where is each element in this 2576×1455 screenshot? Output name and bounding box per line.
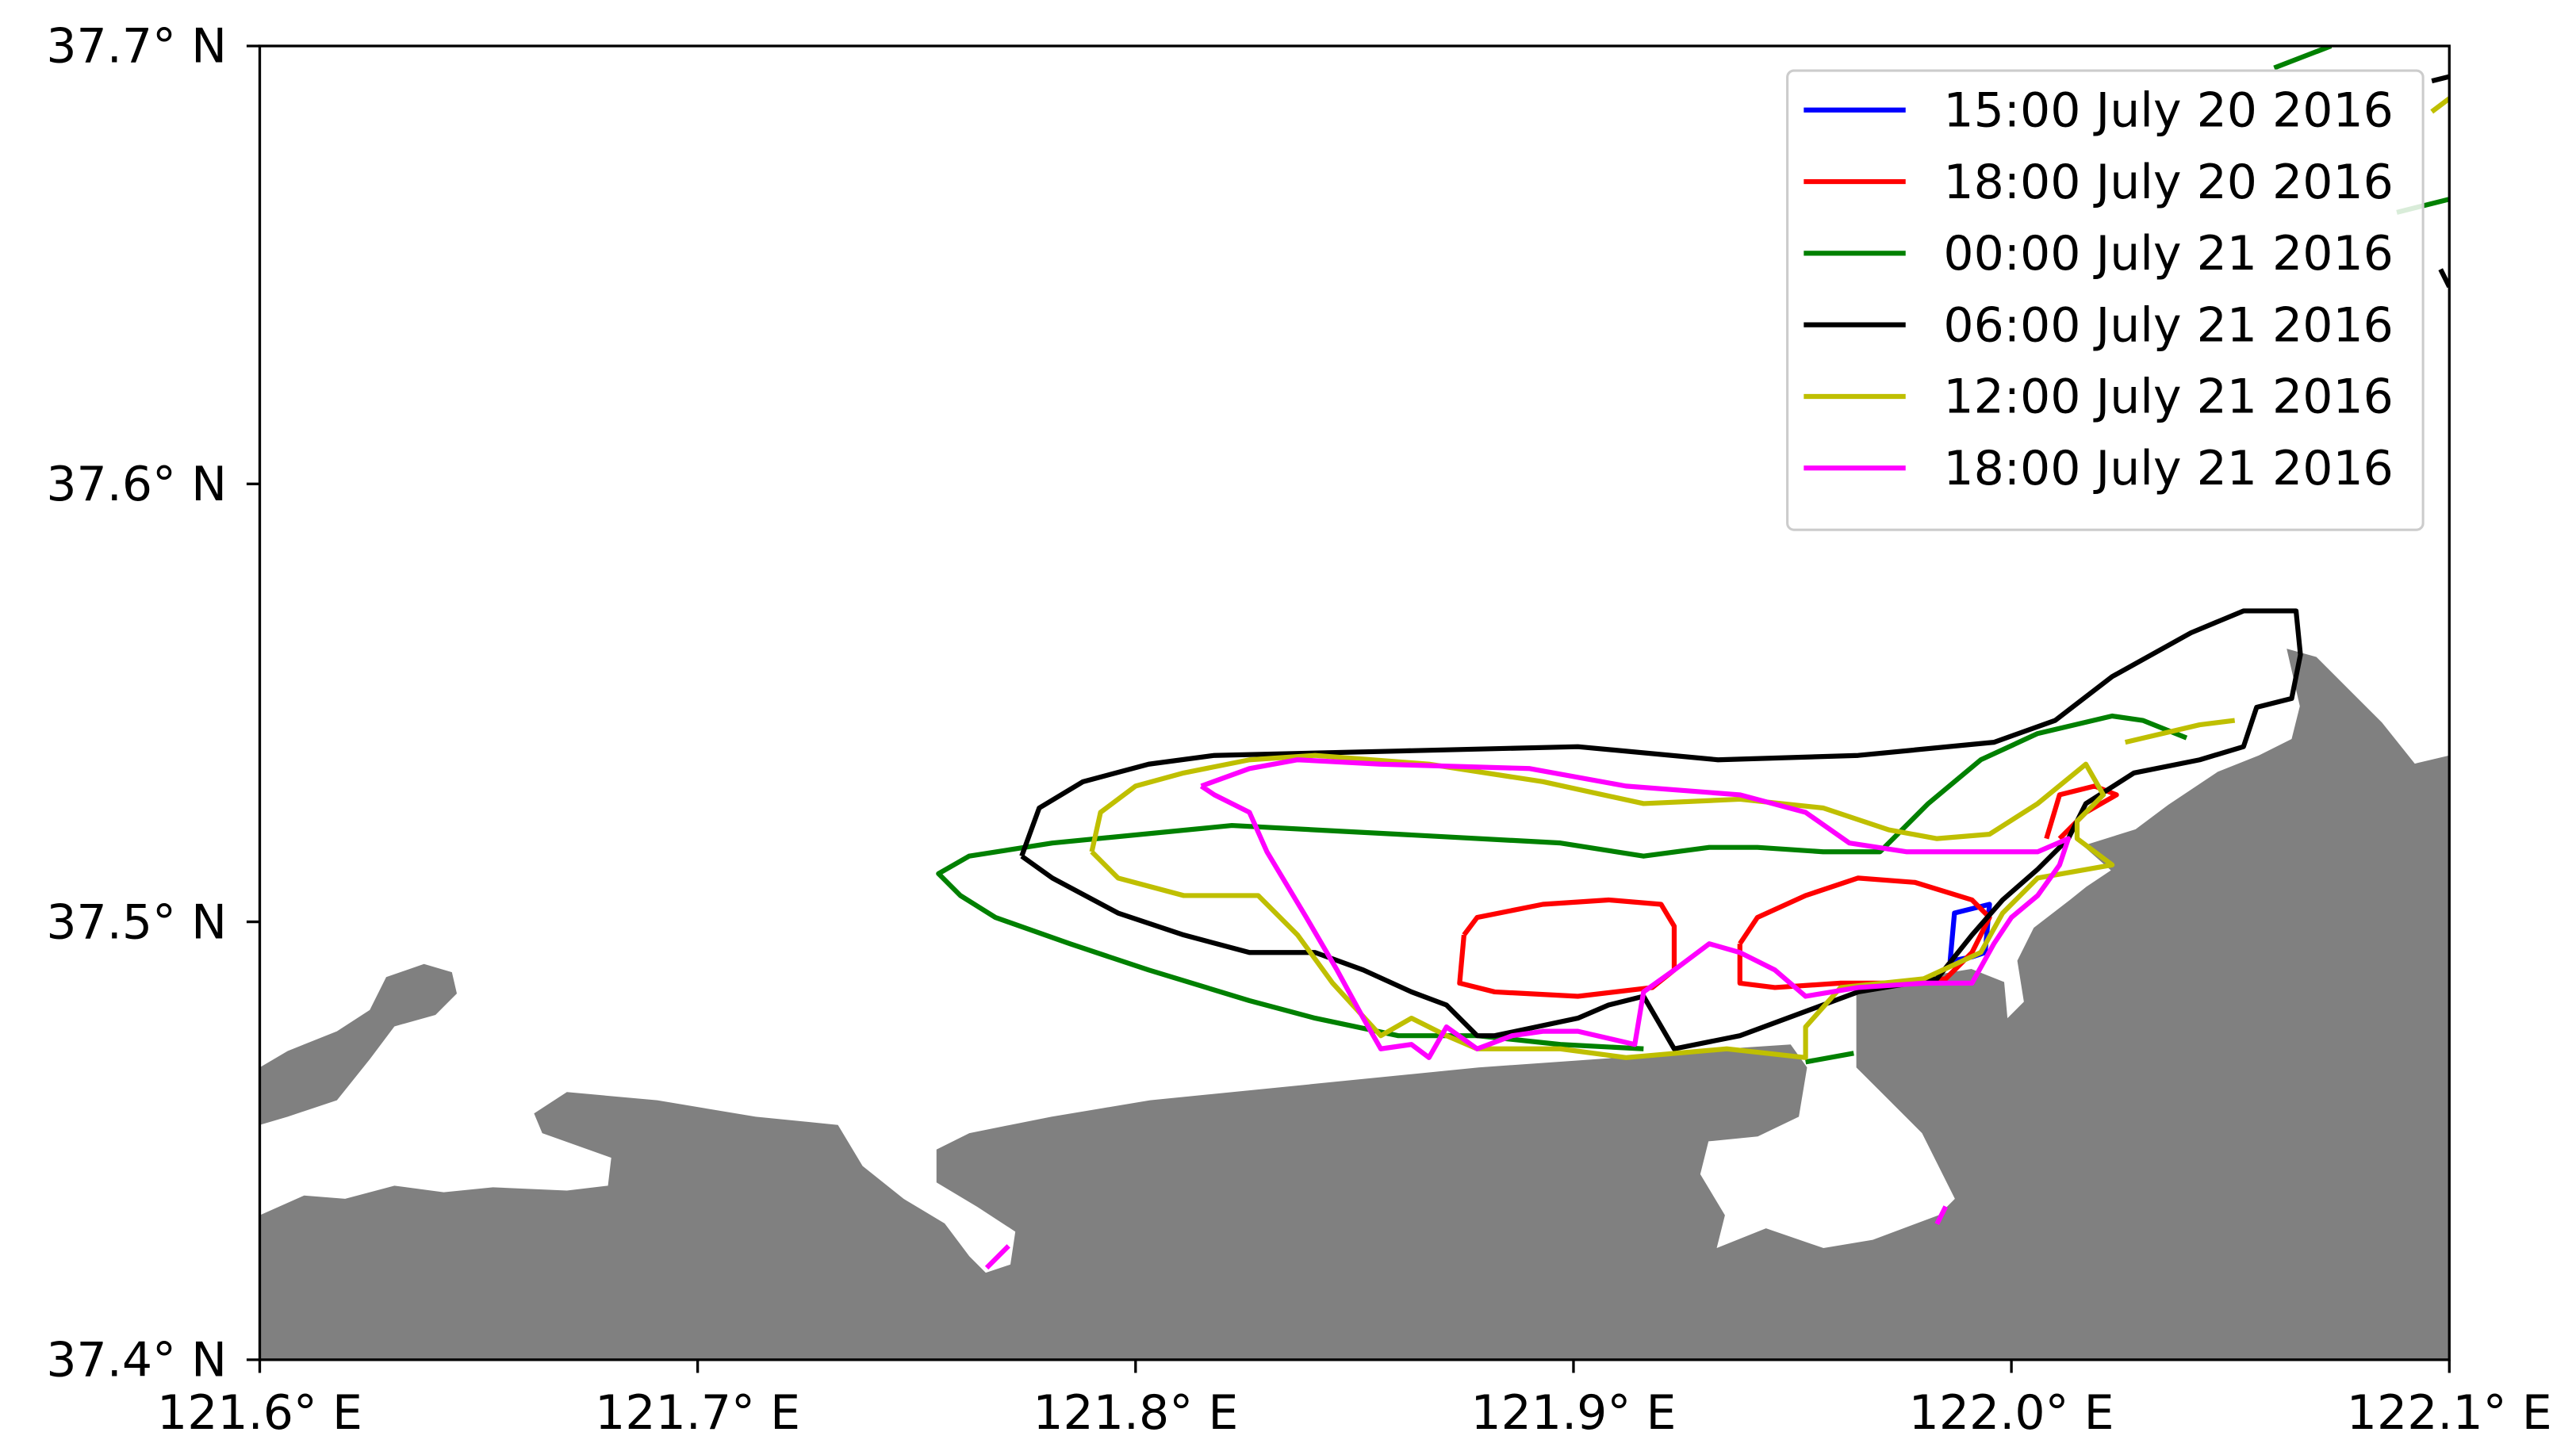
land <box>259 649 2450 1360</box>
legend-label: 06:00 July 21 2016 <box>1943 297 2394 353</box>
contour-line <box>936 45 2450 1065</box>
contour-line <box>1089 96 2450 1060</box>
x-tick-label: 121.7° E <box>595 1385 800 1441</box>
legend-label: 18:00 July 20 2016 <box>1943 155 2394 210</box>
land-island <box>259 963 458 1125</box>
legend-label: 18:00 July 21 2016 <box>1943 441 2394 496</box>
x-tick-label: 121.6° E <box>157 1385 362 1441</box>
x-tick-label: 122.0° E <box>1909 1385 2114 1441</box>
y-tick-label: 37.6° N <box>46 457 227 512</box>
x-tick-label: 121.8° E <box>1033 1385 1238 1441</box>
contours <box>936 45 2450 1270</box>
contour-line <box>984 757 2072 1270</box>
land-mainland <box>259 649 2450 1360</box>
plot-frame <box>258 44 2451 1361</box>
legend-box <box>1786 69 2425 531</box>
x-tick-label: 121.9° E <box>1470 1385 1676 1441</box>
legend-label: 00:00 July 21 2016 <box>1943 226 2394 281</box>
legend: 15:00 July 20 2016 18:00 July 20 2016 00:0… <box>1786 69 2425 531</box>
x-tick-label: 122.1° E <box>2347 1385 2552 1441</box>
axes: 121.6° E 121.7° E 121.8° E 121.9° E 122.0° E… <box>46 19 2551 1441</box>
legend-label: 15:00 July 20 2016 <box>1943 82 2394 138</box>
legend-label: 12:00 July 21 2016 <box>1943 369 2394 425</box>
y-tick-label: 37.5° N <box>46 894 227 950</box>
y-tick-label: 37.7° N <box>46 19 227 75</box>
y-tick-label: 37.4° N <box>46 1333 227 1388</box>
